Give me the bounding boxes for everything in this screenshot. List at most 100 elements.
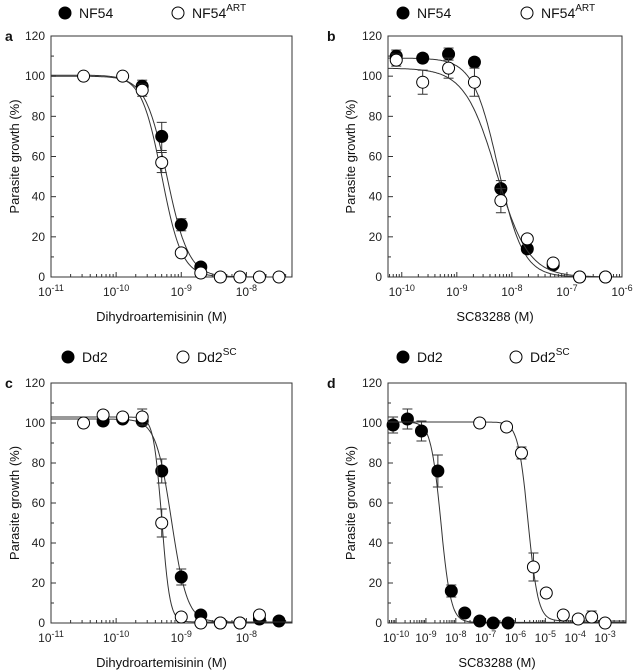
data-point-filled	[416, 51, 430, 65]
x-tick-label: 10-7	[475, 629, 496, 645]
data-point-open	[213, 270, 227, 284]
legend-label: Dd2SC	[197, 347, 237, 365]
x-tick-base: 10	[38, 285, 52, 299]
legend-marker-filled	[396, 6, 410, 20]
y-tick-label: 100	[362, 69, 382, 83]
data-point-open	[546, 256, 560, 270]
legend-name: NF54	[192, 5, 226, 21]
x-tick-exponent: -3	[608, 629, 616, 639]
data-point-open	[539, 586, 553, 600]
y-tick-label: 100	[25, 416, 45, 430]
y-tick-label: 80	[32, 109, 46, 123]
x-axis-label: Dihydroartemisinin (M)	[96, 655, 227, 670]
data-point-open	[272, 270, 286, 284]
y-tick-label: 20	[369, 230, 383, 244]
y-tick-label: 120	[25, 29, 45, 43]
y-tick-label: 20	[32, 230, 46, 244]
y-tick-label: 60	[32, 496, 46, 510]
x-tick-label: 10-5	[535, 629, 556, 645]
y-tick-label: 40	[32, 536, 46, 550]
data-point-open	[556, 608, 570, 622]
y-axis-label: Parasite growth (%)	[7, 446, 22, 560]
y-tick-label: 80	[369, 109, 383, 123]
data-point-open	[252, 270, 266, 284]
legend-superscript: SC	[556, 347, 570, 358]
legend-name: Dd2	[530, 349, 556, 365]
x-tick-label: 10-8	[445, 629, 466, 645]
x-tick-exponent: -9	[184, 283, 192, 293]
x-tick-label: 10-8	[236, 283, 257, 299]
x-tick-exponent: -8	[515, 283, 523, 293]
data-point-open	[174, 610, 188, 624]
legend-label: NF54	[417, 5, 451, 21]
fit-curve-open	[51, 74, 292, 278]
data-point-open	[389, 53, 403, 67]
fit-curve-filled	[51, 75, 292, 278]
data-point-open	[155, 156, 169, 170]
legend-name: NF54	[417, 5, 451, 21]
x-tick-base: 10	[556, 285, 570, 299]
y-tick-label: 120	[362, 29, 382, 43]
y-tick-label: 100	[25, 69, 45, 83]
x-tick-base: 10	[236, 631, 250, 645]
data-point-open	[174, 246, 188, 260]
legend-label: Dd2SC	[530, 347, 570, 365]
data-point-open	[155, 516, 169, 530]
x-tick-base: 10	[501, 285, 515, 299]
legend-marker-filled	[61, 350, 75, 364]
x-tick-label: 10-6	[611, 283, 632, 299]
x-tick-base: 10	[383, 631, 397, 645]
data-point-open	[135, 410, 149, 424]
x-axis-label: Dihydroartemisinin (M)	[96, 309, 227, 324]
legend-name: NF54	[79, 5, 113, 21]
legend-marker-open	[176, 350, 190, 364]
y-tick-label: 0	[375, 616, 382, 630]
x-tick-exponent: -8	[249, 283, 257, 293]
data-point-filled	[458, 606, 472, 620]
data-point-filled	[414, 424, 428, 438]
data-point-open	[194, 266, 208, 280]
y-tick-label: 100	[362, 416, 382, 430]
x-tick-label: 10-8	[236, 629, 257, 645]
legend-label: Dd2	[417, 349, 443, 365]
x-tick-label: 10-6	[505, 629, 526, 645]
x-tick-exponent: -5	[548, 629, 556, 639]
x-tick-base: 10	[38, 631, 52, 645]
x-tick-exponent: -9	[429, 629, 437, 639]
x-tick-base: 10	[565, 631, 579, 645]
x-tick-exponent: -6	[625, 283, 633, 293]
data-point-open	[252, 608, 266, 622]
legend-name: Dd2	[197, 349, 223, 365]
x-tick-exponent: -11	[52, 629, 64, 639]
y-tick-label: 80	[369, 456, 383, 470]
data-point-filled	[473, 614, 487, 628]
plot-frame	[387, 382, 627, 624]
data-point-open	[77, 416, 91, 430]
x-tick-base: 10	[535, 631, 549, 645]
data-point-open	[473, 416, 487, 430]
y-axis-label: Parasite growth (%)	[343, 99, 358, 213]
data-point-open	[213, 616, 227, 630]
legend-label: NF54ART	[541, 3, 595, 21]
data-point-open	[500, 420, 514, 434]
x-tick-base: 10	[611, 285, 625, 299]
legend-marker-open	[171, 6, 185, 20]
x-tick-base: 10	[171, 285, 185, 299]
legend-label: NF54	[79, 5, 113, 21]
x-tick-exponent: -6	[518, 629, 526, 639]
x-tick-label: 10-11	[38, 283, 64, 299]
data-point-open	[77, 69, 91, 83]
x-tick-label: 10-9	[446, 283, 467, 299]
fit-curve-open	[388, 67, 622, 278]
legend-label: Dd2	[82, 349, 108, 365]
x-tick-base: 10	[103, 631, 117, 645]
panel-label: a	[5, 28, 13, 44]
x-tick-exponent: -9	[184, 629, 192, 639]
x-tick-base: 10	[236, 285, 250, 299]
data-point-open	[520, 232, 534, 246]
x-tick-label: 10-9	[171, 283, 192, 299]
